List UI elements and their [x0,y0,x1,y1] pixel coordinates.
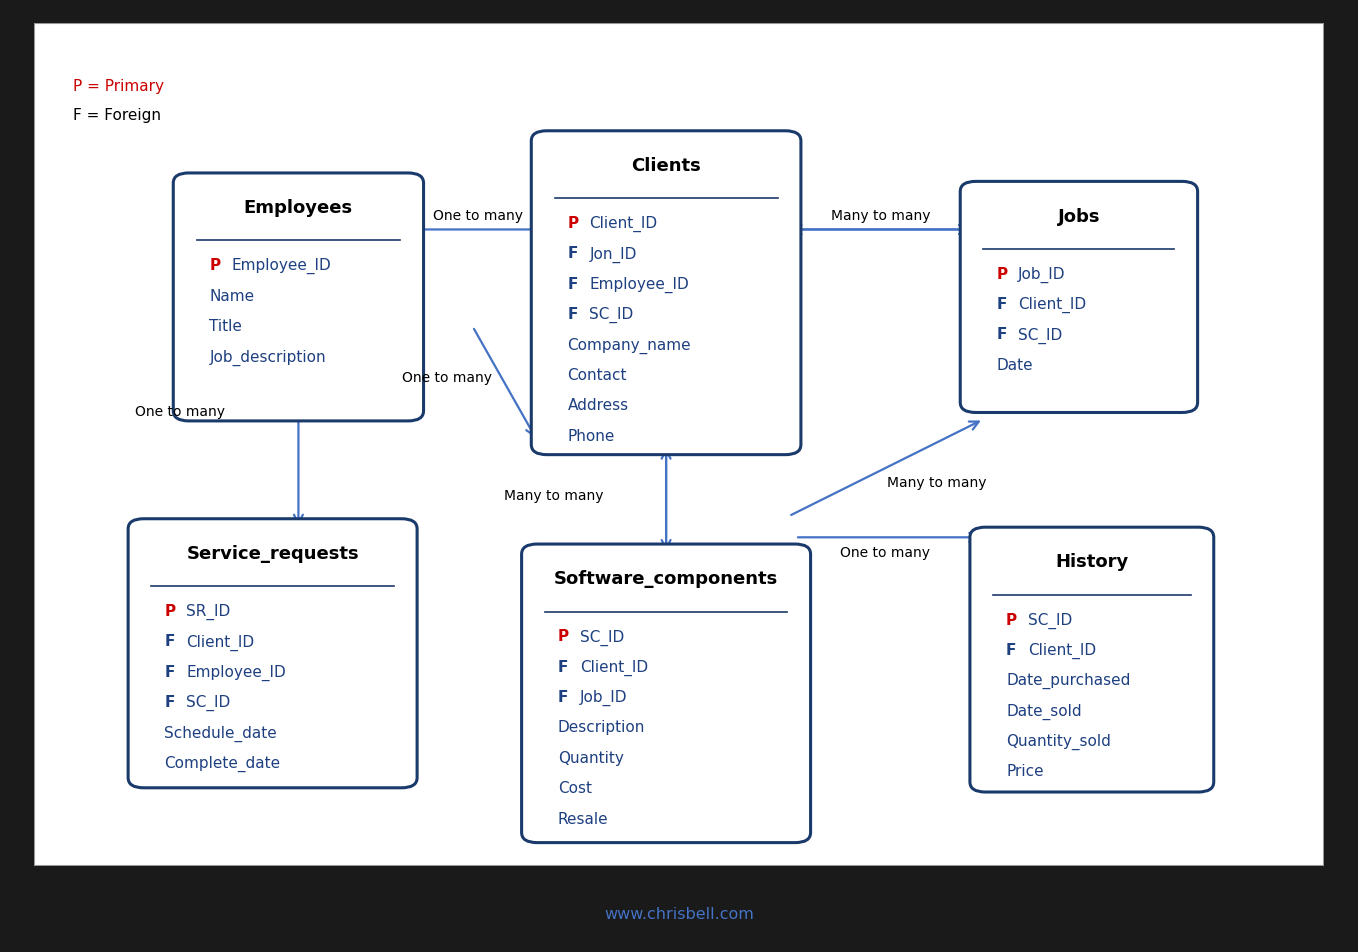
Text: P: P [558,628,569,644]
Text: Client_ID: Client_ID [1028,643,1096,659]
Text: Client_ID: Client_ID [1018,297,1086,313]
Text: One to many: One to many [433,208,523,223]
Text: P = Primary: P = Primary [72,79,164,93]
Text: F: F [558,659,568,674]
Text: One to many: One to many [841,545,930,559]
Text: Many to many: Many to many [831,208,930,223]
Text: SR_ID: SR_ID [186,604,231,620]
Text: SC_ID: SC_ID [186,694,231,710]
Text: P: P [997,267,1008,282]
Text: F: F [164,634,175,648]
Text: F: F [568,307,577,322]
Text: Service_requests: Service_requests [186,545,359,563]
Text: Date: Date [997,357,1033,372]
Text: Contact: Contact [568,367,627,383]
Text: Clients: Clients [631,157,701,175]
FancyBboxPatch shape [128,519,417,788]
Text: Job_ID: Job_ID [1018,267,1066,283]
Text: Many to many: Many to many [887,476,987,490]
Text: Client_ID: Client_ID [186,634,254,650]
Text: Complete_date: Complete_date [164,755,280,771]
Text: Schedule_date: Schedule_date [164,724,277,741]
Text: P: P [1006,612,1017,626]
Text: Employee_ID: Employee_ID [186,664,287,681]
Text: Job_description: Job_description [209,349,326,366]
FancyBboxPatch shape [521,545,811,843]
Text: F: F [164,694,175,709]
FancyBboxPatch shape [174,174,424,422]
Text: Software_components: Software_components [554,569,778,587]
Text: Job_ID: Job_ID [580,689,627,705]
Text: Quantity_sold: Quantity_sold [1006,733,1111,749]
Text: SC_ID: SC_ID [580,628,623,645]
Text: P: P [164,604,175,619]
FancyBboxPatch shape [960,182,1198,413]
Text: One to many: One to many [402,370,492,385]
Text: Date_purchased: Date_purchased [1006,672,1130,688]
Text: F: F [558,689,568,704]
Text: Title: Title [209,319,242,333]
Text: Employee_ID: Employee_ID [231,258,331,274]
Text: Many to many: Many to many [504,488,603,503]
Text: SC_ID: SC_ID [1018,327,1062,344]
Text: Quantity: Quantity [558,750,623,765]
Text: Date_sold: Date_sold [1006,703,1082,719]
Text: Employees: Employees [244,199,353,217]
FancyBboxPatch shape [531,131,801,455]
FancyBboxPatch shape [970,527,1214,792]
Text: Address: Address [568,398,629,413]
Text: F: F [997,327,1006,342]
Text: F: F [568,247,577,261]
Text: F: F [164,664,175,679]
Text: P: P [209,258,220,273]
Text: Client_ID: Client_ID [580,659,648,675]
Text: One to many: One to many [134,405,224,418]
Text: SC_ID: SC_ID [589,307,634,323]
Text: www.chrisbell.com: www.chrisbell.com [604,906,754,921]
Text: Cost: Cost [558,781,592,795]
Text: History: History [1055,553,1128,571]
Text: Client_ID: Client_ID [589,216,657,232]
Text: Name: Name [209,288,254,304]
Text: Phone: Phone [568,428,615,444]
Text: F = Foreign: F = Foreign [72,109,160,123]
Text: Jon_ID: Jon_ID [589,247,637,263]
Text: F: F [1006,643,1016,657]
Text: SC_ID: SC_ID [1028,612,1073,628]
Text: Jobs: Jobs [1058,208,1100,226]
Text: F: F [997,297,1006,311]
Text: Resale: Resale [558,811,608,825]
Text: Description: Description [558,720,645,735]
Text: F: F [568,277,577,291]
Text: Price: Price [1006,764,1044,779]
Text: P: P [568,216,579,231]
FancyBboxPatch shape [34,24,1324,866]
Text: Employee_ID: Employee_ID [589,277,689,293]
Text: Company_name: Company_name [568,337,691,353]
